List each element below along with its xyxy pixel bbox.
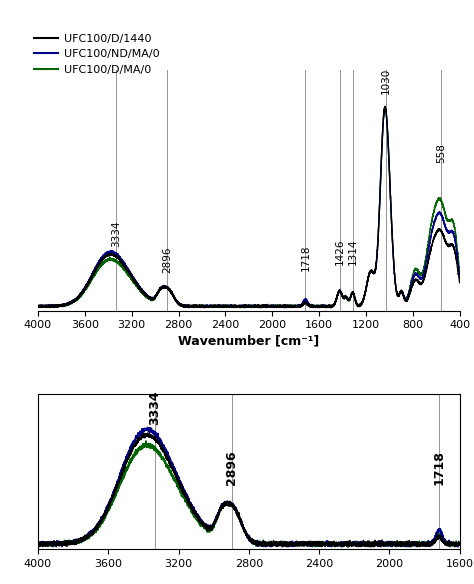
Legend: UFC100/D/1440, UFC100/ND/MA/0, UFC100/D/MA/0: UFC100/D/1440, UFC100/ND/MA/0, UFC100/D/… [29,29,164,79]
Text: 1718: 1718 [433,450,446,485]
Text: 1030: 1030 [381,68,391,94]
X-axis label: Wavenumber [cm⁻¹]: Wavenumber [cm⁻¹] [178,335,319,347]
Text: 2896: 2896 [226,450,238,485]
Text: 1314: 1314 [347,239,358,265]
Text: 1718: 1718 [301,245,310,272]
Text: 3334: 3334 [148,390,162,425]
Text: 3334: 3334 [111,221,121,247]
Text: 2896: 2896 [162,247,172,273]
Text: 558: 558 [436,143,446,163]
Text: 1426: 1426 [335,239,345,265]
